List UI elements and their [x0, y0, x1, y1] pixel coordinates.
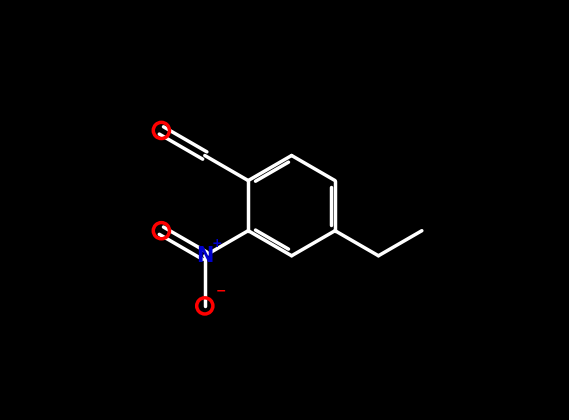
Text: N: N — [196, 246, 213, 266]
Text: +: + — [212, 237, 222, 250]
Text: −: − — [216, 284, 226, 297]
